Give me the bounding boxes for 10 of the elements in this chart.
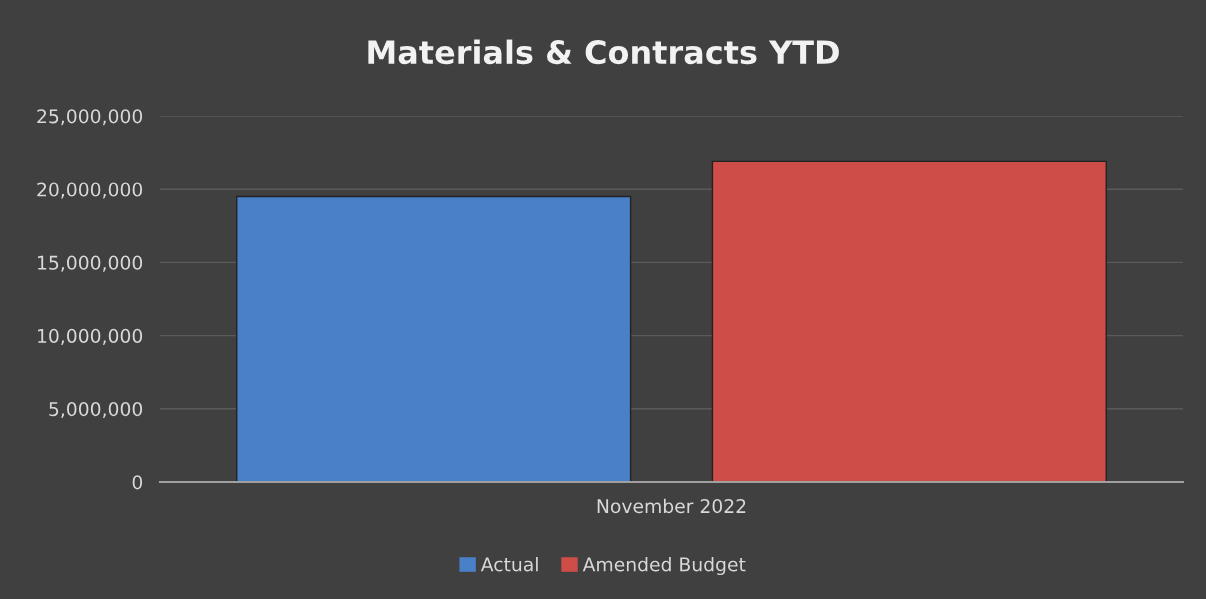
y-tick-label: 5,000,000 [49, 402, 143, 419]
legend-label: Actual [480, 556, 538, 572]
x-tick-label: November 2022 [597, 498, 746, 514]
y-tick-label: 0 [132, 475, 143, 490]
legend-label: Amended Budget [582, 556, 746, 576]
y-tick-label: 15,000,000 [38, 255, 143, 272]
chart-title: Materials & Contracts YTD [368, 39, 839, 65]
y-tick-label: 25,000,000 [37, 109, 143, 126]
y-tick-label: 20,000,000 [37, 182, 143, 199]
y-tick-label: 10,000,000 [38, 328, 143, 345]
